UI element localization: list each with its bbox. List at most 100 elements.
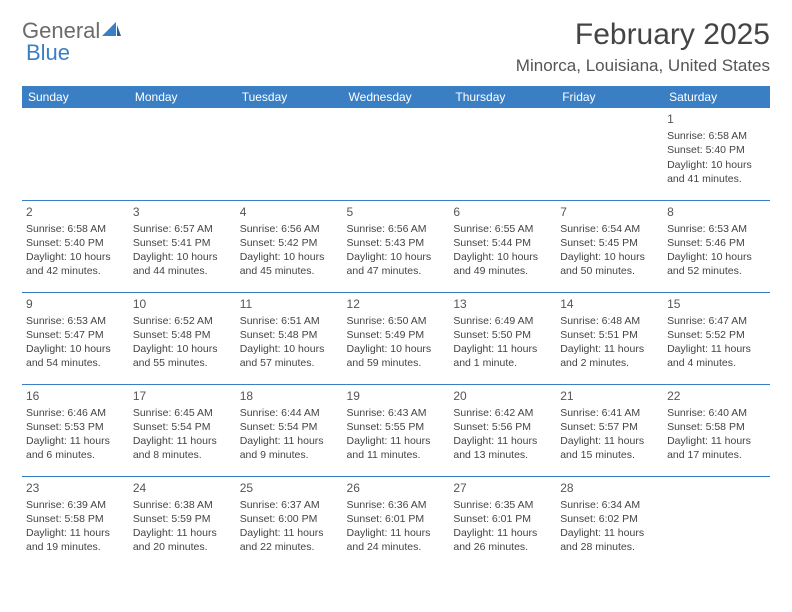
cell-line: Daylight: 11 hours (667, 342, 766, 356)
cell-line: Sunrise: 6:42 AM (453, 406, 552, 420)
cell-line: and 6 minutes. (26, 448, 125, 462)
cell-line: Sunset: 5:44 PM (453, 236, 552, 250)
cell-line: and 42 minutes. (26, 264, 125, 278)
cell-line: Sunset: 5:54 PM (133, 420, 232, 434)
cell-line: and 26 minutes. (453, 540, 552, 554)
cell-line: Sunrise: 6:40 AM (667, 406, 766, 420)
cell-line: Sunset: 5:48 PM (240, 328, 339, 342)
day-number: 5 (347, 204, 446, 220)
calendar-cell: 28Sunrise: 6:34 AMSunset: 6:02 PMDayligh… (556, 476, 663, 568)
calendar-cell (129, 108, 236, 200)
day-number: 9 (26, 296, 125, 312)
calendar-cell: 3Sunrise: 6:57 AMSunset: 5:41 PMDaylight… (129, 200, 236, 292)
day-number: 10 (133, 296, 232, 312)
calendar-week: 9Sunrise: 6:53 AMSunset: 5:47 PMDaylight… (22, 292, 770, 384)
cell-line: Sunrise: 6:58 AM (26, 222, 125, 236)
cell-line: and 54 minutes. (26, 356, 125, 370)
cell-line: Sunrise: 6:36 AM (347, 498, 446, 512)
day-number: 20 (453, 388, 552, 404)
cell-line: Sunset: 5:58 PM (667, 420, 766, 434)
day-number: 15 (667, 296, 766, 312)
cell-line: Sunset: 5:50 PM (453, 328, 552, 342)
cell-line: Daylight: 11 hours (133, 434, 232, 448)
calendar-body: 1Sunrise: 6:58 AMSunset: 5:40 PMDaylight… (22, 108, 770, 568)
cell-line: Sunset: 6:01 PM (453, 512, 552, 526)
calendar-week: 1Sunrise: 6:58 AMSunset: 5:40 PMDaylight… (22, 108, 770, 200)
cell-line: and 2 minutes. (560, 356, 659, 370)
cell-line: Sunrise: 6:51 AM (240, 314, 339, 328)
cell-line: and 1 minute. (453, 356, 552, 370)
cell-line: and 47 minutes. (347, 264, 446, 278)
cell-line: and 45 minutes. (240, 264, 339, 278)
cell-line: Daylight: 10 hours (560, 250, 659, 264)
cell-line: Sunrise: 6:44 AM (240, 406, 339, 420)
calendar-cell: 21Sunrise: 6:41 AMSunset: 5:57 PMDayligh… (556, 384, 663, 476)
cell-line: Sunset: 5:48 PM (133, 328, 232, 342)
cell-line: and 9 minutes. (240, 448, 339, 462)
cell-line: Daylight: 10 hours (667, 250, 766, 264)
day-number: 27 (453, 480, 552, 496)
cell-line: Sunset: 5:42 PM (240, 236, 339, 250)
day-header: Saturday (663, 86, 770, 108)
day-number: 12 (347, 296, 446, 312)
calendar-cell: 20Sunrise: 6:42 AMSunset: 5:56 PMDayligh… (449, 384, 556, 476)
cell-line: Sunset: 5:45 PM (560, 236, 659, 250)
cell-line: Sunrise: 6:37 AM (240, 498, 339, 512)
day-number: 19 (347, 388, 446, 404)
calendar-cell: 24Sunrise: 6:38 AMSunset: 5:59 PMDayligh… (129, 476, 236, 568)
calendar-cell: 27 Sunrise: 6:35 AMSunset: 6:01 PMDayligh… (449, 476, 556, 568)
cell-line: Sunset: 5:52 PM (667, 328, 766, 342)
cell-line: Daylight: 10 hours (667, 158, 766, 172)
cell-line: and 11 minutes. (347, 448, 446, 462)
cell-line: Sunset: 5:46 PM (667, 236, 766, 250)
day-number: 28 (560, 480, 659, 496)
cell-line: and 50 minutes. (560, 264, 659, 278)
cell-line: Sunset: 5:54 PM (240, 420, 339, 434)
location-text: Minorca, Louisiana, United States (516, 56, 770, 76)
cell-line: Daylight: 10 hours (347, 342, 446, 356)
cell-line: Sunset: 5:41 PM (133, 236, 232, 250)
cell-line: Sunrise: 6:54 AM (560, 222, 659, 236)
day-header: Monday (129, 86, 236, 108)
cell-line: and 44 minutes. (133, 264, 232, 278)
cell-line: Daylight: 11 hours (560, 434, 659, 448)
cell-line: Daylight: 11 hours (560, 342, 659, 356)
day-header: Tuesday (236, 86, 343, 108)
cell-line: Daylight: 11 hours (560, 526, 659, 540)
calendar-cell: 8 Sunrise: 6:53 AMSunset: 5:46 PMDaylight… (663, 200, 770, 292)
cell-line: Sunrise: 6:34 AM (560, 498, 659, 512)
cell-line: Daylight: 11 hours (453, 526, 552, 540)
cell-line: Sunset: 5:47 PM (26, 328, 125, 342)
cell-line: Sunrise: 6:43 AM (347, 406, 446, 420)
calendar-cell: 4Sunrise: 6:56 AMSunset: 5:42 PMDaylight… (236, 200, 343, 292)
calendar-cell: 22Sunrise: 6:40 AMSunset: 5:58 PMDayligh… (663, 384, 770, 476)
cell-line: Daylight: 10 hours (26, 250, 125, 264)
cell-line: Sunrise: 6:35 AM (453, 498, 552, 512)
title-block: February 2025 Minorca, Louisiana, United… (516, 18, 770, 76)
cell-line: Daylight: 10 hours (240, 342, 339, 356)
calendar-cell: 26Sunrise: 6:36 AMSunset: 6:01 PMDayligh… (343, 476, 450, 568)
calendar-cell: 10Sunrise: 6:52 AMSunset: 5:48 PMDayligh… (129, 292, 236, 384)
cell-line: Daylight: 11 hours (347, 434, 446, 448)
cell-line: Daylight: 10 hours (240, 250, 339, 264)
cell-line: Sunrise: 6:53 AM (667, 222, 766, 236)
cell-line: and 52 minutes. (667, 264, 766, 278)
cell-line: Daylight: 10 hours (347, 250, 446, 264)
cell-line: Sunrise: 6:47 AM (667, 314, 766, 328)
cell-line: Sunrise: 6:49 AM (453, 314, 552, 328)
day-number: 6 (453, 204, 552, 220)
cell-line: Sunset: 5:51 PM (560, 328, 659, 342)
calendar-cell (22, 108, 129, 200)
cell-line: Sunset: 5:40 PM (667, 143, 766, 157)
cell-line: Sunrise: 6:38 AM (133, 498, 232, 512)
calendar-cell (449, 108, 556, 200)
calendar-cell (556, 108, 663, 200)
day-header: Friday (556, 86, 663, 108)
day-number: 8 (667, 204, 766, 220)
day-number: 21 (560, 388, 659, 404)
calendar-cell (343, 108, 450, 200)
cell-line: Sunset: 5:53 PM (26, 420, 125, 434)
calendar-header-row: SundayMondayTuesdayWednesdayThursdayFrid… (22, 86, 770, 108)
cell-line: Daylight: 11 hours (347, 526, 446, 540)
calendar-cell: 16Sunrise: 6:46 AMSunset: 5:53 PMDayligh… (22, 384, 129, 476)
